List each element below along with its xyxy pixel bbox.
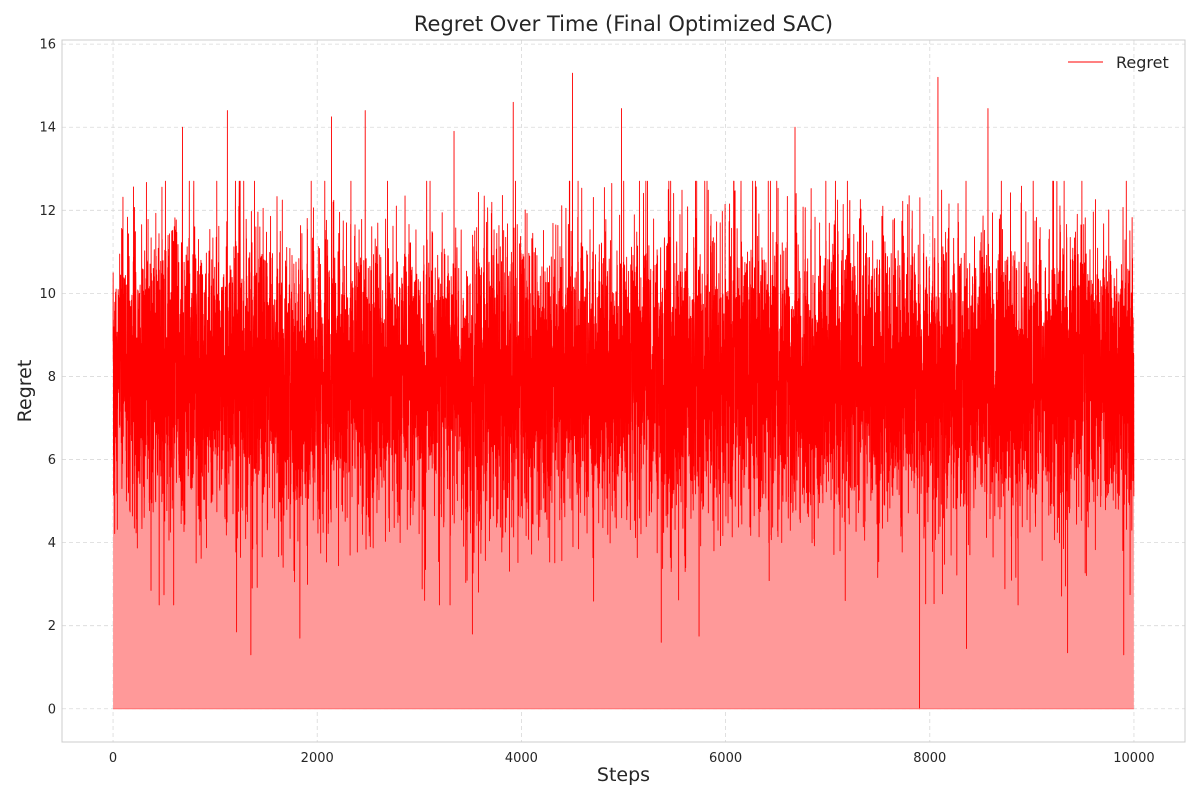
y-tick-label: 8 [48, 370, 56, 385]
x-tick-label: 4000 [505, 751, 538, 766]
regret-line [112, 72, 1135, 710]
y-tick-label: 12 [39, 204, 56, 219]
y-tick-label: 6 [48, 453, 56, 468]
y-tick-label: 16 [39, 38, 56, 53]
legend: Regret [1068, 53, 1169, 72]
legend-label: Regret [1116, 53, 1169, 72]
y-tick-label: 10 [39, 287, 56, 302]
x-tick-label: 2000 [301, 751, 334, 766]
x-tick-label: 6000 [709, 751, 742, 766]
data-layer [112, 72, 1135, 710]
x-tick-label: 0 [109, 751, 117, 766]
y-tick-label: 4 [48, 536, 56, 551]
x-tick-label: 8000 [913, 751, 946, 766]
tick-layer: 0 2000 4000 6000 8000 10000 0 2 4 6 8 10 12 14 16 [39, 38, 1154, 766]
x-axis-title: Steps [597, 764, 650, 786]
chart-title: Regret Over Time (Final Optimized SAC) [414, 12, 833, 36]
y-tick-label: 2 [48, 619, 56, 634]
x-tick-label: 10000 [1113, 751, 1154, 766]
y-axis-title: Regret [14, 360, 36, 423]
plot-frame [61, 39, 1186, 743]
y-tick-label: 14 [39, 121, 56, 136]
y-tick-label: 0 [48, 702, 56, 717]
